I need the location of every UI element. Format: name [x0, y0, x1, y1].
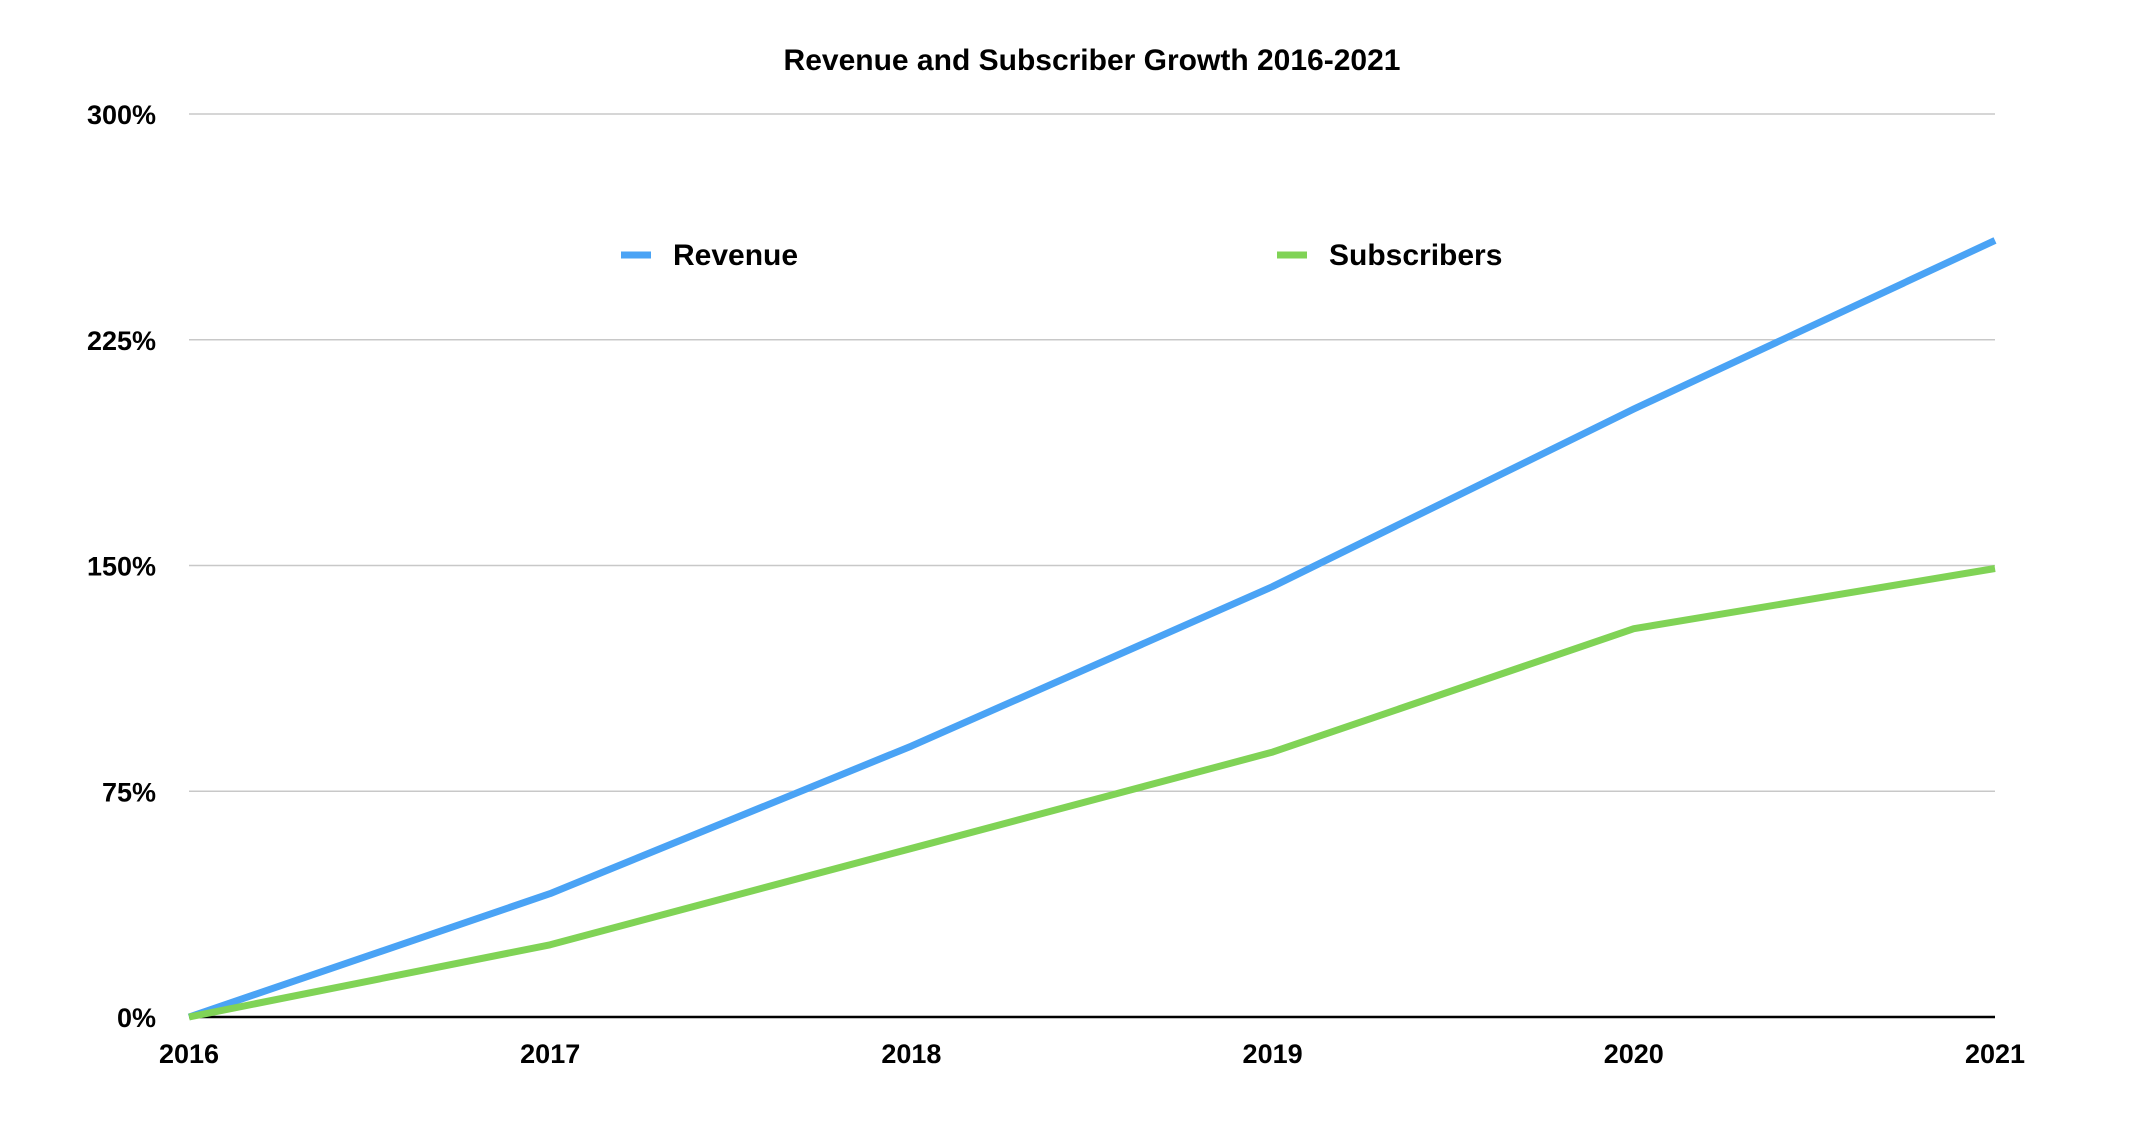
y-tick-label: 75%: [102, 777, 156, 807]
series-line-revenue: [189, 240, 1995, 1017]
x-tick-label: 2017: [520, 1039, 580, 1069]
y-tick-label: 150%: [87, 552, 156, 582]
x-tick-label: 2019: [1243, 1039, 1303, 1069]
x-tick-label: 2016: [159, 1039, 219, 1069]
y-tick-label: 225%: [87, 326, 156, 356]
x-tick-label: 2018: [881, 1039, 941, 1069]
series-line-subscribers: [189, 569, 1995, 1017]
chart-title: Revenue and Subscriber Growth 2016-2021: [784, 44, 1401, 77]
y-tick-label: 300%: [87, 100, 156, 130]
x-tick-label: 2020: [1604, 1039, 1664, 1069]
legend-label: Subscribers: [1329, 239, 1502, 272]
x-tick-label: 2021: [1965, 1039, 2025, 1069]
legend-label: Revenue: [673, 239, 798, 272]
y-tick-label: 0%: [117, 1003, 156, 1033]
